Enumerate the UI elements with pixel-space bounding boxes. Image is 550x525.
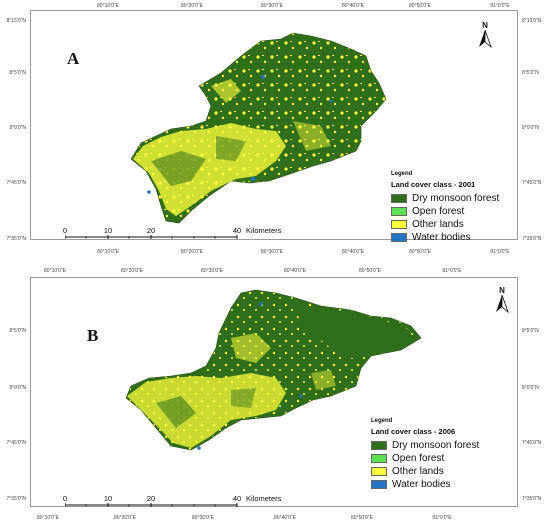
scale-tick-label: 0 <box>62 226 68 235</box>
mid-longitude-label: 81°0'0"E <box>442 268 462 274</box>
scale-tick-label: 10 <box>103 494 113 503</box>
legend-label: Water bodies <box>392 479 451 490</box>
legend-label: Water bodies <box>412 232 471 243</box>
mid-longitude-label: 80°30'0"E <box>201 268 223 274</box>
mid-longitude-label: 80°20'0"E <box>121 268 143 274</box>
scale-bar-graphic <box>65 235 238 239</box>
scale-tick-label: 40 <box>232 226 242 235</box>
mid-longitude-label: 80°30'0"E <box>261 249 283 255</box>
panel-letter: A <box>67 49 80 68</box>
mid-longitude-label: 80°10'0"E <box>44 268 66 274</box>
bottom-longitude-label: 80°40'0"E <box>274 515 296 521</box>
north-letter: N <box>499 286 505 295</box>
mid-longitude-label: 80°20'0"E <box>181 249 203 255</box>
scale-bar-graphic <box>65 503 238 507</box>
scale-tick-label: 0 <box>62 494 68 503</box>
swatch <box>371 454 387 463</box>
right-latitude-label: 8°0'0"N <box>522 125 539 131</box>
mid-longitude-label: 80°40'0"E <box>284 268 306 274</box>
scale-unit: Kilometers <box>246 494 282 503</box>
top-longitude-label: 80°30'0"E <box>261 3 283 9</box>
scale-bar-a: 0 10 20 40 Kilometers <box>62 226 295 240</box>
legend-title: Legend <box>391 171 413 177</box>
north-arrow-icon <box>496 294 509 314</box>
legend-title: Legend <box>371 418 393 424</box>
north-arrow: N <box>476 21 494 53</box>
right-latitude-label: 8°5'0"N <box>522 328 539 334</box>
scale-unit: Kilometers <box>246 226 282 235</box>
scale-bar-b: 0 10 20 40 Kilometers <box>62 494 295 508</box>
left-latitude-label: 8°5'0"N <box>9 328 26 334</box>
right-latitude-label: 7°45'0"N <box>522 440 542 446</box>
legend-b: Legend Land cover class - 2006 Dry monso… <box>371 418 521 491</box>
scale-tick-label: 20 <box>146 494 156 503</box>
left-latitude-label: 8°15'0"N <box>6 18 26 24</box>
mid-longitude-label: 80°50'0"E <box>359 268 381 274</box>
north-arrow: N <box>493 286 511 318</box>
legend-label: Dry monsoon forest <box>412 193 500 204</box>
right-latitude-label: 7°35'0"N <box>522 236 542 242</box>
land-cover-map-2001 <box>130 32 387 224</box>
legend-label: Other lands <box>392 466 444 477</box>
legend-item-other-lands: Other lands <box>391 218 541 231</box>
land-cover-map-2006 <box>125 289 422 451</box>
left-latitude-label: 7°45'0"N <box>6 180 26 186</box>
swatch <box>391 220 407 229</box>
mid-longitude-label: 81°0'0"E <box>490 249 510 255</box>
legend-item-dry-monsoon-forest: Dry monsoon forest <box>371 439 521 452</box>
top-longitude-label: 80°20'0"E <box>181 3 203 9</box>
swatch <box>371 467 387 476</box>
mid-longitude-label: 80°50'0"E <box>409 249 431 255</box>
bottom-longitude-label: 81°0'0"E <box>432 515 452 521</box>
bottom-longitude-label: 80°20'0"E <box>114 515 136 521</box>
left-latitude-label: 8°5'0"N <box>9 70 26 76</box>
map-panel-b: B N Legend Land cover cl <box>30 277 518 507</box>
legend-item-water-bodies: Water bodies <box>391 231 541 244</box>
legend-item-water-bodies: Water bodies <box>371 478 521 491</box>
north-letter: N <box>482 21 488 30</box>
bottom-longitude-label: 80°50'0"E <box>351 515 373 521</box>
top-longitude-label: 80°50'0"E <box>409 3 431 9</box>
legend-subtitle: Land cover class - 2006 <box>371 427 456 436</box>
bottom-longitude-label: 80°10'0"E <box>37 515 59 521</box>
legend-item-open-forest: Open forest <box>371 452 521 465</box>
mid-longitude-label: 80°40'0"E <box>342 249 364 255</box>
top-longitude-label: 80°10'0"E <box>97 3 119 9</box>
swatch <box>371 480 387 489</box>
north-arrow-icon <box>479 29 492 49</box>
left-latitude-label: 7°35'0"N <box>6 496 26 502</box>
legend-a: Legend Land cover class - 2001 Dry monso… <box>391 171 541 244</box>
top-longitude-label: 81°0'0"E <box>490 3 510 9</box>
map-panel-a: A N Legend Land <box>30 10 518 243</box>
panel-letter: B <box>87 326 99 345</box>
legend-item-open-forest: Open forest <box>391 205 541 218</box>
mid-longitude-label: 80°10'0"E <box>97 249 119 255</box>
legend-item-dry-monsoon-forest: Dry monsoon forest <box>391 192 541 205</box>
left-latitude-label: 7°45'0"N <box>6 440 26 446</box>
legend-subtitle: Land cover class - 2001 <box>391 180 476 189</box>
bottom-longitude-label: 80°30'0"E <box>192 515 214 521</box>
right-latitude-label: 8°5'0"N <box>522 70 539 76</box>
legend-label: Other lands <box>412 219 464 230</box>
swatch <box>371 441 387 450</box>
swatch <box>391 207 407 216</box>
right-latitude-label: 8°0'0"N <box>522 385 539 391</box>
scale-tick-label: 20 <box>146 226 156 235</box>
scale-tick-label: 40 <box>232 494 242 503</box>
swatch <box>391 233 407 242</box>
right-latitude-label: 7°35'0"N <box>522 496 542 502</box>
swatch <box>391 194 407 203</box>
right-latitude-label: 7°45'0"N <box>522 180 542 186</box>
right-latitude-label: 8°15'0"N <box>522 18 542 24</box>
legend-label: Dry monsoon forest <box>392 440 480 451</box>
top-longitude-label: 80°40'0"E <box>342 3 364 9</box>
legend-item-other-lands: Other lands <box>371 465 521 478</box>
legend-label: Open forest <box>392 453 445 464</box>
scale-tick-label: 10 <box>103 226 113 235</box>
left-latitude-label: 8°0'0"N <box>9 385 26 391</box>
left-latitude-label: 8°0'0"N <box>9 125 26 131</box>
legend-label: Open forest <box>412 206 465 217</box>
left-latitude-label: 7°35'0"N <box>6 236 26 242</box>
